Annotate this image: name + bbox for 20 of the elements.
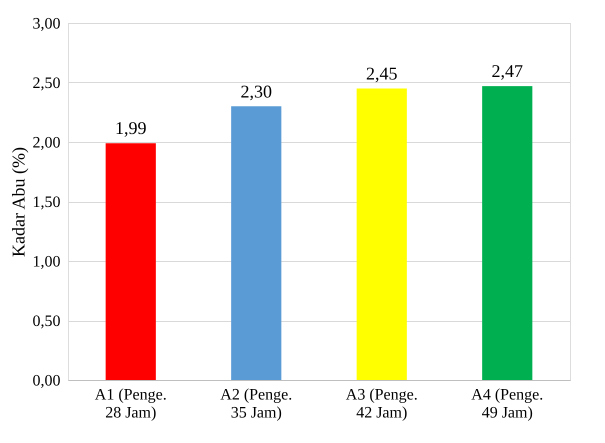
bar (482, 86, 532, 380)
bar (231, 106, 282, 380)
y-tick-label: 0,50 (32, 313, 60, 330)
y-tick-label: 3,00 (32, 16, 60, 32)
y-axis-title: Kadar Abu (%) (8, 147, 28, 257)
y-tick-label: 1,00 (32, 254, 60, 270)
x-tick-label: A1 (Penge. 28 Jam) (94, 386, 167, 422)
x-tick-label: A2 (Penge. 35 Jam) (220, 386, 292, 422)
y-tick-label: 0,00 (32, 372, 60, 390)
y-tick-label: 2,50 (32, 75, 60, 92)
data-label: 1,99 (115, 118, 146, 138)
x-tick-label: A3 (Penge. 42 Jam) (346, 386, 418, 422)
data-label: 2,30 (240, 81, 272, 102)
data-label: 2,45 (366, 63, 398, 84)
y-tick-label: 1,50 (32, 194, 60, 211)
bar (356, 88, 407, 380)
data-label: 2,47 (492, 61, 523, 82)
x-tick-label: A4 (Penge. 49 Jam) (471, 386, 544, 422)
y-tick-label: 2,00 (32, 134, 60, 152)
bar (106, 143, 156, 380)
